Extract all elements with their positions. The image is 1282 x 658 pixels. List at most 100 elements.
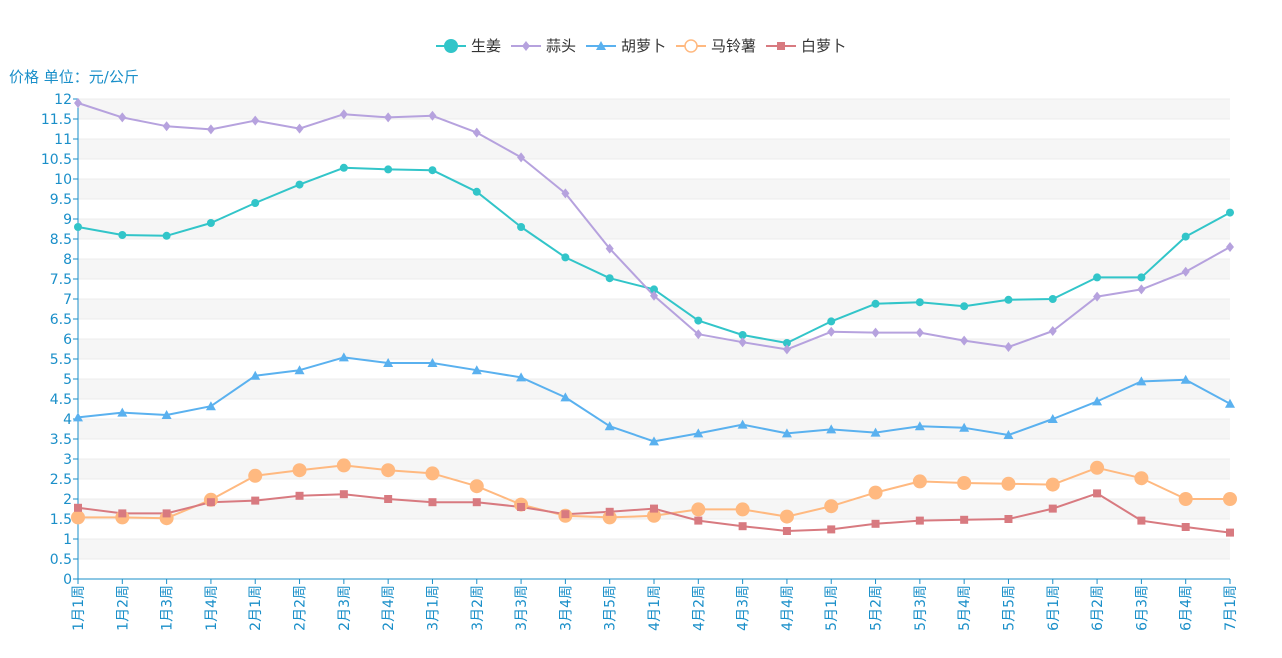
x-tick-label: 1月4周 — [204, 585, 220, 631]
data-point-series-4 — [428, 498, 437, 507]
y-tick-label: 9 — [63, 212, 72, 228]
data-point-series-3 — [1223, 492, 1237, 506]
data-point-series-0 — [915, 298, 924, 307]
x-tick-label: 6月2周 — [1090, 585, 1106, 631]
data-point-series-4 — [1137, 516, 1146, 525]
data-point-series-3 — [1045, 477, 1060, 492]
y-tick-label: 2 — [63, 492, 72, 508]
data-point-series-0 — [782, 339, 791, 347]
data-point-series-4 — [960, 515, 969, 524]
data-point-series-4 — [118, 509, 127, 518]
x-tick-label: 4月2周 — [691, 585, 707, 631]
data-point-series-2 — [737, 419, 748, 429]
data-point-series-3 — [248, 468, 263, 483]
legend-symbol-3 — [684, 39, 698, 53]
data-point-series-1 — [960, 335, 969, 346]
y-tick-label: 8 — [63, 252, 72, 268]
data-point-series-1 — [1048, 326, 1057, 336]
data-point-series-1 — [295, 123, 304, 134]
x-tick-label: 5月5周 — [1001, 585, 1017, 631]
grid-band — [78, 179, 1230, 199]
data-point-series-1 — [162, 121, 171, 132]
data-point-series-0 — [871, 299, 880, 308]
data-point-series-1 — [827, 326, 836, 337]
data-point-series-2 — [781, 428, 792, 438]
data-point-series-4 — [1093, 489, 1102, 498]
grid-band — [78, 99, 1230, 119]
y-tick-label: 7 — [63, 292, 72, 308]
x-tick-label: 4月3周 — [736, 585, 752, 631]
data-point-series-1 — [472, 127, 481, 138]
data-point-series-0 — [472, 187, 481, 196]
x-tick-label: 1月1周 — [71, 585, 87, 631]
x-tick-label: 5月1周 — [824, 585, 840, 631]
data-point-series-4 — [827, 525, 836, 534]
y-tick-label: 3 — [63, 452, 72, 468]
x-tick-label: 1月3周 — [160, 585, 176, 631]
data-point-series-2 — [1225, 398, 1235, 408]
data-point-series-3 — [381, 463, 396, 478]
data-point-series-1 — [782, 344, 791, 355]
x-tick-label: 5月3周 — [913, 585, 929, 631]
data-point-series-1 — [339, 109, 348, 120]
data-point-series-3 — [735, 502, 750, 517]
x-tick-label: 3月3周 — [514, 585, 530, 631]
legend-label-4: 白萝卜 — [801, 37, 846, 55]
data-point-series-4 — [251, 496, 260, 505]
data-point-series-2 — [161, 410, 172, 419]
y-tick-label: 1.5 — [50, 512, 72, 528]
data-point-series-2 — [383, 358, 394, 367]
y-tick-label: 3.5 — [50, 432, 72, 448]
x-tick-label: 6月1周 — [1046, 585, 1062, 631]
data-point-series-2 — [250, 370, 261, 380]
data-point-series-3 — [1178, 492, 1193, 506]
data-point-series-3 — [336, 458, 351, 473]
data-point-series-4 — [206, 498, 215, 507]
data-point-series-1 — [871, 327, 880, 338]
legend-symbol-4 — [777, 42, 785, 50]
data-point-series-2 — [205, 401, 216, 411]
data-point-series-1 — [1226, 242, 1234, 252]
data-point-series-3 — [1001, 476, 1016, 491]
data-point-series-0 — [1181, 232, 1190, 241]
legend-label-3: 马铃薯 — [711, 37, 756, 55]
x-tick-label: 1月2周 — [115, 585, 131, 631]
data-point-series-4 — [339, 490, 348, 499]
data-point-series-0 — [694, 316, 703, 325]
grid-band — [78, 339, 1230, 359]
data-point-series-0 — [605, 274, 614, 283]
x-tick-label: 5月4周 — [957, 585, 973, 631]
y-axis-title: 价格 单位：元/公斤 — [9, 68, 139, 86]
data-point-series-0 — [517, 223, 526, 231]
data-point-series-1 — [1004, 342, 1013, 352]
x-tick-label: 6月4周 — [1179, 585, 1195, 631]
x-tick-label: 3月4周 — [558, 585, 574, 631]
data-point-series-0 — [827, 317, 836, 326]
legend-symbol-2 — [596, 41, 606, 50]
y-tick-label: 4 — [63, 412, 72, 428]
grid-band — [78, 419, 1230, 439]
data-point-series-4 — [472, 498, 481, 507]
data-point-series-4 — [295, 491, 304, 500]
data-point-series-2 — [1180, 374, 1191, 384]
y-tick-label: 2.5 — [50, 472, 72, 488]
data-point-series-2 — [693, 428, 704, 438]
x-tick-label: 5月2周 — [869, 585, 885, 631]
data-point-series-1 — [738, 337, 747, 348]
data-point-series-4 — [1048, 504, 1057, 513]
data-point-series-0 — [162, 231, 171, 240]
data-point-series-4 — [561, 510, 570, 519]
data-point-series-4 — [1004, 515, 1013, 523]
data-point-series-0 — [428, 166, 437, 175]
y-tick-label: 6.5 — [50, 312, 72, 328]
data-point-series-4 — [1226, 528, 1234, 537]
data-point-series-2 — [117, 407, 128, 417]
y-tick-label: 11 — [54, 132, 72, 148]
data-point-series-1 — [1181, 266, 1190, 277]
data-point-series-2 — [1092, 396, 1103, 406]
data-point-series-1 — [694, 329, 703, 340]
y-tick-label: 10.5 — [41, 152, 72, 168]
legend-symbol-1 — [522, 41, 530, 51]
data-point-series-1 — [1137, 284, 1146, 295]
